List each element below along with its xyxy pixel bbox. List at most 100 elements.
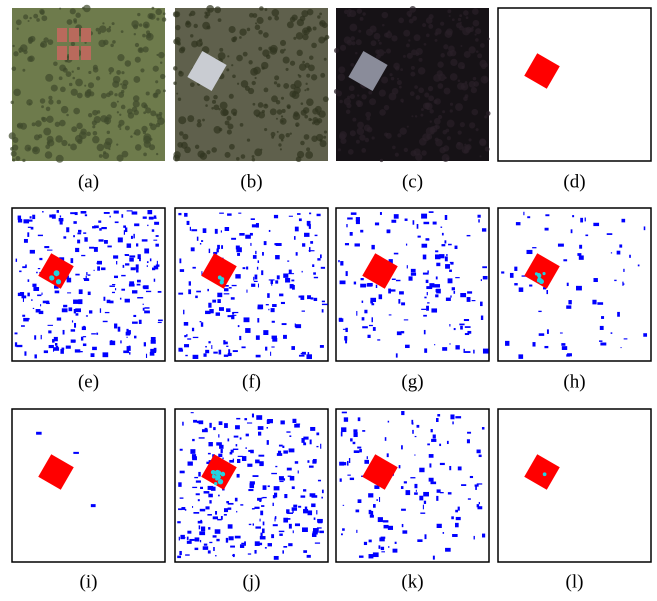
texture — [218, 52, 226, 60]
texture — [143, 131, 146, 134]
change-pixel — [298, 506, 301, 508]
change-pixel — [423, 315, 427, 317]
change-pixel — [260, 533, 262, 537]
change-pixel — [177, 556, 181, 558]
change-pixel — [539, 333, 545, 336]
change-pixel — [296, 424, 300, 425]
change-pixel — [66, 346, 71, 349]
change-pixel — [215, 511, 217, 515]
texture — [262, 67, 265, 70]
change-pixel — [89, 247, 94, 249]
change-pixel — [477, 506, 482, 509]
change-pixel — [263, 330, 268, 335]
change-pixel — [410, 477, 415, 478]
texture — [150, 110, 156, 116]
change-pixel — [283, 546, 287, 548]
change-pixel — [286, 509, 289, 513]
change-pixel — [417, 425, 420, 428]
texture — [395, 153, 399, 157]
change-pixel — [307, 225, 309, 226]
texture — [290, 132, 292, 134]
change-pixel — [147, 261, 149, 263]
change-pixel — [248, 553, 251, 554]
change-pixel — [289, 448, 295, 452]
texture — [56, 155, 64, 163]
texture — [231, 64, 233, 66]
texture — [75, 79, 83, 87]
texture — [357, 8, 362, 13]
change-pixel — [294, 236, 296, 240]
texture — [468, 46, 475, 53]
texture — [190, 11, 195, 16]
texture — [280, 148, 282, 150]
change-pixel — [322, 301, 325, 303]
change-pixel — [33, 287, 39, 291]
texture — [414, 34, 421, 41]
change-pixel — [265, 347, 267, 351]
change-pixel — [307, 555, 311, 558]
texture — [227, 55, 229, 57]
change-pixel — [258, 426, 264, 430]
change-pixel — [229, 287, 232, 288]
texture — [241, 80, 249, 88]
texture — [103, 142, 111, 150]
texture — [462, 146, 470, 154]
change-pixel — [31, 299, 33, 300]
change-pixel — [255, 541, 260, 546]
change-pixel — [86, 315, 88, 316]
texture — [241, 154, 246, 159]
texture — [305, 83, 307, 85]
change-pixel — [427, 292, 428, 295]
texture — [146, 91, 150, 95]
change-pixel — [322, 490, 324, 494]
change-pixel — [127, 243, 131, 247]
texture — [391, 35, 397, 41]
panel — [175, 409, 328, 562]
texture — [392, 146, 396, 150]
change-pixel — [436, 263, 440, 266]
change-pixel — [450, 262, 454, 263]
change-pixel — [250, 484, 255, 488]
change-pixel — [429, 454, 434, 458]
change-pixel — [347, 217, 352, 219]
change-pixel — [125, 299, 130, 303]
texture — [429, 14, 434, 19]
change-pixel — [459, 324, 464, 326]
change-pixel — [283, 335, 287, 339]
change-pixel — [388, 526, 393, 530]
change-pixel — [283, 450, 288, 453]
change-pixel — [576, 286, 582, 291]
change-pixel — [185, 554, 190, 555]
texture — [158, 52, 164, 58]
texture — [23, 50, 27, 54]
texture — [12, 144, 18, 150]
texture — [318, 37, 325, 44]
change-pixel — [314, 277, 318, 278]
change-pixel — [317, 519, 323, 523]
texture — [92, 136, 99, 143]
change-pixel — [277, 275, 280, 279]
change-pixel — [278, 451, 281, 455]
texture — [319, 13, 322, 16]
texture — [71, 89, 78, 96]
texture — [463, 85, 466, 88]
change-pixel — [370, 301, 373, 304]
change-pixel — [295, 523, 300, 526]
change-pixel — [92, 347, 97, 350]
change-pixel — [314, 298, 318, 301]
texture — [41, 15, 47, 21]
texture — [232, 74, 236, 78]
texture — [117, 54, 124, 61]
change-pixel — [617, 312, 620, 317]
change-pixel — [483, 276, 488, 279]
texture — [268, 16, 272, 20]
change-pixel — [37, 295, 41, 297]
texture — [324, 130, 327, 133]
texture — [202, 22, 210, 30]
change-pixel — [245, 447, 247, 448]
change-pixel — [239, 336, 241, 340]
change-pixel — [107, 246, 111, 248]
change-pixel — [259, 543, 262, 545]
change-pixel — [192, 506, 193, 508]
change-pixel — [256, 415, 262, 420]
